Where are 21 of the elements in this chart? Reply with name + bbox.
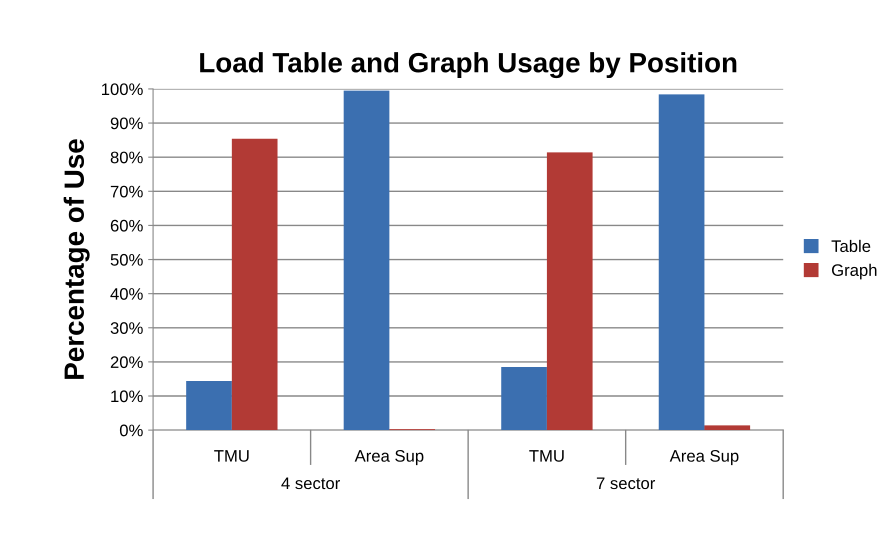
y-axis-title: Percentage of Use: [64, 139, 90, 379]
y-tick-label: 100%: [102, 83, 143, 96]
y-tick-label: 70%: [110, 186, 143, 198]
y-tick-label: 60%: [110, 220, 143, 232]
text: 7 sector: [596, 478, 656, 490]
legend-label: Table: [832, 240, 870, 252]
y-tick-label: 0%: [120, 424, 143, 436]
legend-label: Graph: [832, 264, 876, 280]
x-tick-label: Area Sup: [670, 450, 738, 466]
y-tick-label: 40%: [110, 288, 143, 300]
y-tick-label: 90%: [110, 117, 143, 130]
y-tick-label: 10%: [111, 390, 143, 402]
x-tick-label: Area Sup: [354, 450, 424, 466]
chart-title: Load Table and Graph Usage by Position: [200, 52, 736, 78]
y-tick-label: 20%: [110, 356, 143, 368]
y-tick-label: 80%: [110, 152, 143, 164]
y-tick-label: 50%: [110, 254, 143, 266]
x-tick-label: TMU: [214, 450, 249, 462]
y-tick-label: 30%: [110, 322, 143, 334]
x-tick-label: TMU: [529, 450, 564, 462]
text: 4 sector: [281, 478, 340, 490]
